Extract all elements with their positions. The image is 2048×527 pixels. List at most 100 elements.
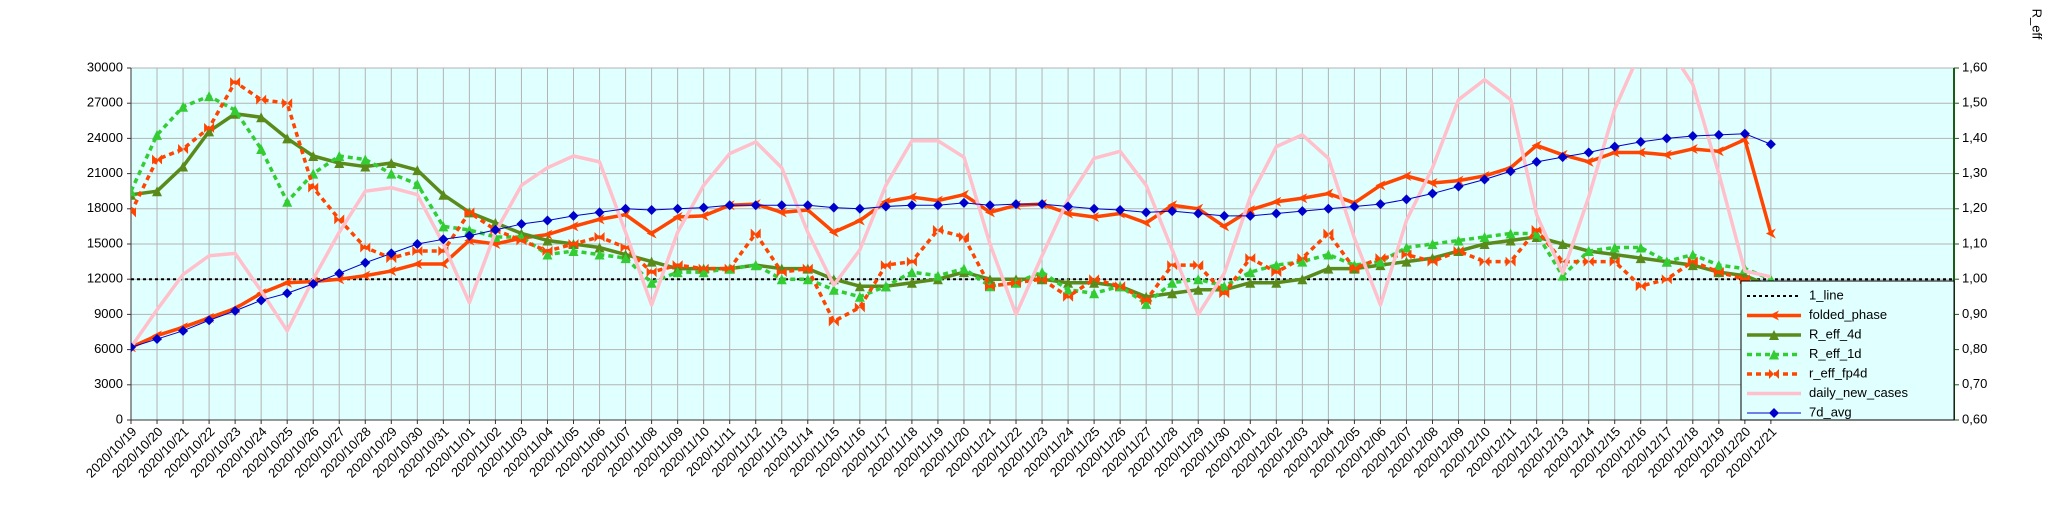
point [906,277,917,288]
point [334,151,345,161]
point [360,270,371,281]
point [1739,134,1750,145]
point [334,274,345,285]
point [1349,263,1360,274]
point [1505,235,1516,246]
point [1089,277,1100,288]
point [334,214,345,225]
point [1557,270,1568,281]
point [1609,249,1620,260]
point [1713,267,1724,278]
point [1349,201,1360,212]
point [1063,201,1074,212]
series-layer [131,68,1954,383]
point [438,234,449,245]
y-tick-label: 3000 [94,376,123,391]
point [932,224,943,235]
point [1769,408,1779,418]
point [152,186,163,197]
point [131,186,136,197]
point [1167,206,1178,217]
point [1769,310,1779,321]
point [308,151,319,161]
point [776,207,787,218]
point [152,129,163,140]
point [1193,274,1204,285]
y-tick-label: 18000 [87,200,123,215]
point [1271,277,1282,288]
point [1297,253,1308,264]
point [1245,277,1256,288]
legend-label: R_eff_1d [1809,346,1862,361]
point [1063,277,1074,288]
point [1375,199,1386,210]
point [1661,274,1672,285]
point [1063,208,1074,219]
point [1687,256,1698,267]
point [282,98,293,109]
point [412,246,423,257]
y2-tick-label: 0,60 [1962,411,1987,426]
point [906,192,917,203]
point [412,165,423,176]
point [178,143,189,154]
point [880,260,891,271]
point [360,242,371,253]
point [256,143,267,154]
point [1245,253,1256,264]
point [1635,281,1646,292]
point [1479,231,1490,242]
point [1037,199,1048,210]
point [152,154,163,165]
point [1141,295,1152,306]
point [1531,156,1542,167]
point [1245,210,1256,221]
legend-box [1740,280,1955,421]
point [1769,369,1779,379]
point [256,94,267,105]
point [386,158,397,169]
point [1609,147,1620,158]
point [750,228,761,239]
point [802,274,813,285]
y2-tick-label: 0,90 [1962,306,1987,321]
point [1739,128,1750,139]
point [334,158,345,169]
point [906,200,917,211]
point [1297,256,1308,267]
point [360,154,371,165]
point [1427,177,1438,188]
point [1769,349,1779,360]
point [1401,242,1412,253]
point [1401,249,1412,260]
point [724,200,735,211]
point [776,267,787,278]
point [1687,249,1698,260]
point [1531,224,1542,235]
point [1323,249,1334,260]
y-tick-label: 24000 [87,130,123,145]
point [178,101,189,112]
point [646,256,657,267]
point [1557,239,1568,249]
point [828,227,839,238]
point [646,204,657,215]
point [958,263,969,274]
point [1167,260,1178,271]
point [412,239,423,249]
point [438,258,449,269]
point [1011,199,1022,210]
point [542,229,553,240]
point [1193,208,1204,219]
point [1609,242,1620,253]
point [646,267,657,278]
point [698,267,709,278]
point [131,342,136,353]
point [568,210,579,221]
point [1635,147,1646,158]
point [1401,256,1412,267]
point [672,260,683,271]
point [308,278,319,289]
point [1037,274,1048,285]
